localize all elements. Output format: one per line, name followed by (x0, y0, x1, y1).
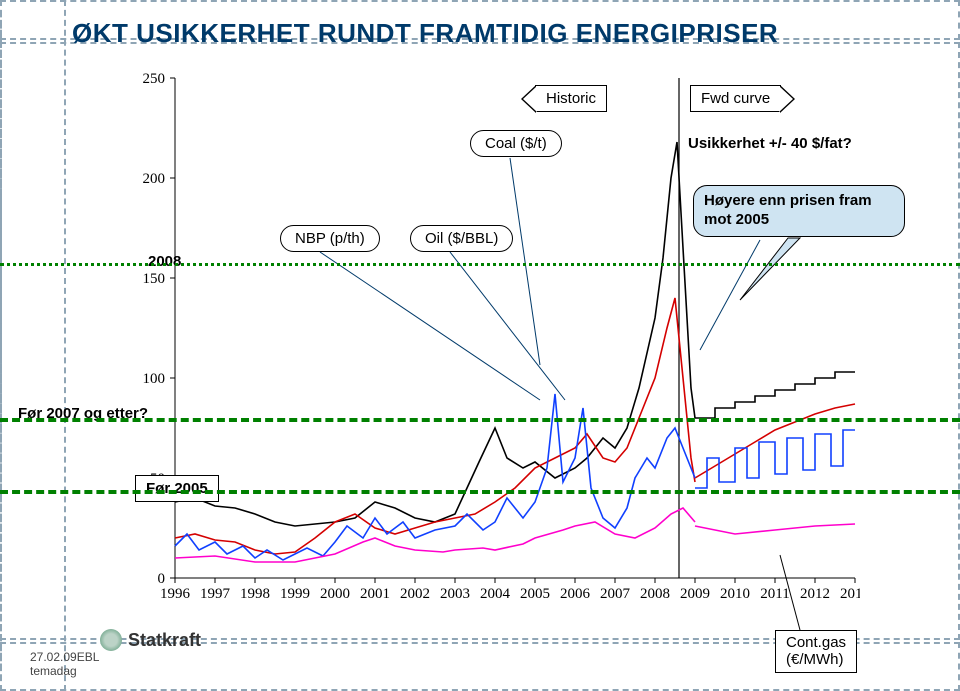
hoyere-line1: Høyere enn prisen fram (704, 192, 894, 211)
svg-text:2009: 2009 (680, 586, 710, 602)
svg-text:250: 250 (143, 71, 166, 87)
historic-label: Historic (535, 85, 607, 112)
ref-2007 (0, 418, 960, 422)
hoyere-line2: mot 2005 (704, 211, 894, 230)
frame-left (0, 0, 66, 691)
svg-text:2003: 2003 (440, 586, 470, 602)
footer: 27.02.09EBL temadag (30, 651, 99, 679)
nbp-text: NBP (p/th) (295, 230, 365, 247)
svg-text:2006: 2006 (560, 586, 591, 602)
contgas-line1: Cont.gas (786, 635, 846, 652)
fwdcurve-label: Fwd curve (690, 85, 781, 112)
logo-icon (100, 629, 122, 651)
logo: Statkraft (100, 629, 201, 651)
svg-text:2000: 2000 (320, 586, 350, 602)
svg-text:2012: 2012 (800, 586, 830, 602)
svg-text:150: 150 (143, 271, 166, 287)
hoyere-callout: Høyere enn prisen fram mot 2005 (693, 185, 905, 237)
svg-text:2008: 2008 (640, 586, 670, 602)
svg-text:2013: 2013 (840, 586, 860, 602)
contgas-line2: (€/MWh) (786, 652, 846, 669)
historic-text: Historic (546, 90, 596, 107)
coal-label: Coal ($/t) (470, 130, 562, 157)
nbp-label: NBP (p/th) (280, 225, 380, 252)
svg-text:1998: 1998 (240, 586, 270, 602)
svg-text:1997: 1997 (200, 586, 231, 602)
usikkerhet-label: Usikkerhet +/- 40 $/fat? (688, 135, 852, 152)
svg-text:2011: 2011 (760, 586, 789, 602)
fwdcurve-text: Fwd curve (701, 90, 770, 107)
svg-text:2007: 2007 (600, 586, 631, 602)
oil-label: Oil ($/BBL) (410, 225, 513, 252)
ref-2005 (0, 490, 960, 494)
svg-text:2001: 2001 (360, 586, 390, 602)
svg-text:1996: 1996 (160, 586, 191, 602)
ref-2008 (0, 263, 960, 266)
oil-text: Oil ($/BBL) (425, 230, 498, 247)
footer-line2: temadag (30, 665, 99, 679)
page-title: ØKT USIKKERHET RUNDT FRAMTIDIG ENERGIPRI… (72, 18, 778, 49)
for2005-label: Før 2005 (135, 475, 219, 502)
contgas-label: Cont.gas (€/MWh) (775, 630, 857, 673)
svg-text:1999: 1999 (280, 586, 310, 602)
svg-text:200: 200 (143, 171, 166, 187)
svg-text:2004: 2004 (480, 586, 511, 602)
svg-text:2002: 2002 (400, 586, 430, 602)
footer-line1: 27.02.09EBL (30, 651, 99, 665)
coal-text: Coal ($/t) (485, 135, 547, 152)
svg-text:2005: 2005 (520, 586, 550, 602)
svg-text:0: 0 (158, 571, 166, 587)
logo-text: Statkraft (128, 630, 201, 651)
svg-text:100: 100 (143, 371, 166, 387)
y2008-label: 2008 (148, 253, 181, 270)
svg-text:2010: 2010 (720, 586, 750, 602)
